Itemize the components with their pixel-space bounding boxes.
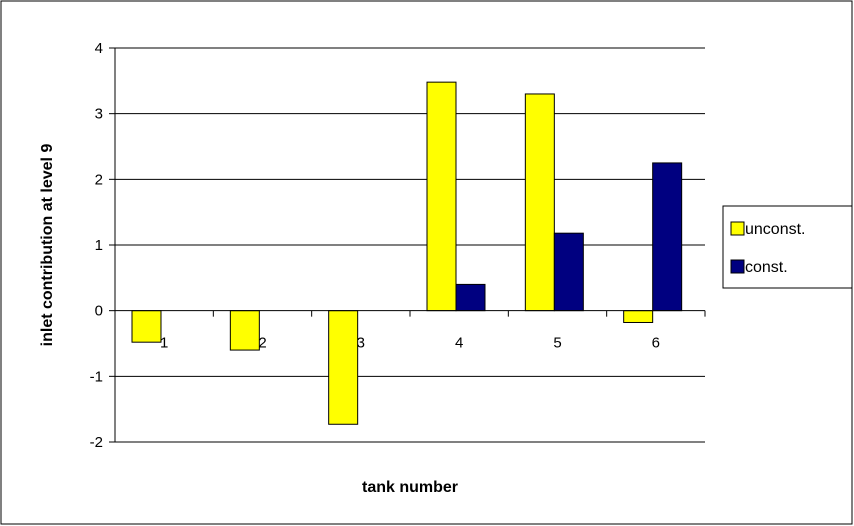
x-tick-label: 5 [553, 335, 561, 352]
legend-swatch-unconst [730, 221, 745, 236]
bar-const-tank-6 [652, 162, 683, 312]
bar-unconst-tank-3 [328, 310, 359, 425]
x-tick-label: 2 [258, 335, 266, 352]
bar-const-tank-4 [455, 283, 486, 312]
bar-const-tank-5 [553, 232, 584, 312]
bar-unconst-tank-2 [229, 310, 260, 351]
y-tick-label: -2 [90, 434, 103, 451]
x-tick-label: 3 [357, 335, 365, 352]
bar-unconst-tank-5 [524, 93, 555, 312]
tick-labels: -2 -1 0 1 2 3 4 1 2 3 4 5 6 [90, 40, 660, 451]
x-tick-label: 1 [160, 335, 168, 352]
legend-label-const: const. [745, 259, 788, 276]
y-tick-label: 3 [95, 106, 103, 123]
y-axis-title: inlet contribution at level 9 [39, 144, 56, 347]
bar-unconst-tank-1 [131, 310, 162, 343]
y-tick-label: -1 [90, 368, 103, 385]
bars [131, 81, 683, 425]
legend: unconst. const. [722, 205, 853, 289]
x-axis-title: tank number [362, 479, 458, 496]
bar-unconst-tank-6 [623, 310, 654, 323]
y-tick-label: 2 [95, 171, 103, 188]
x-tick-label: 6 [652, 335, 660, 352]
legend-label-unconst: unconst. [745, 221, 805, 238]
y-tick-label: 4 [95, 40, 103, 57]
bar-unconst-tank-4 [426, 81, 457, 312]
gridlines [115, 47, 705, 443]
legend-swatch-const [730, 259, 745, 274]
y-tick-label: 1 [95, 237, 103, 254]
legend-box [722, 205, 853, 289]
axes [109, 47, 706, 443]
y-tick-label: 0 [95, 303, 103, 320]
x-tick-label: 4 [455, 335, 463, 352]
